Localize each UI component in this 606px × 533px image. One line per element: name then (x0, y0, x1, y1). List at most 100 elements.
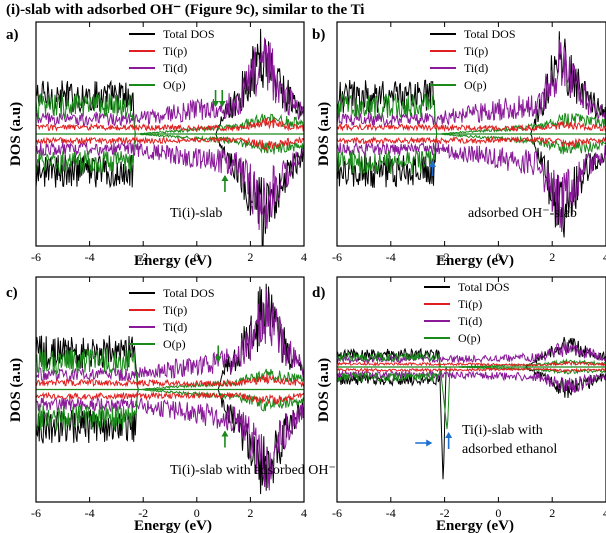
x-tick-label: -4 (85, 506, 95, 520)
arrow-right-icon (415, 439, 433, 447)
x-tick-label: -2 (440, 506, 450, 520)
x-tick-label: -6 (332, 250, 342, 264)
legend-entry: Ti(d) (163, 61, 187, 75)
panel-label: b) (312, 27, 325, 43)
ti-i-slab-with-adsorbed-oh-label: Ti(i)-slab with adsorbed OH⁻ (170, 463, 336, 478)
arrow-up-icon (428, 161, 436, 176)
axes-frame (336, 21, 606, 247)
x-tick-label: 2 (247, 250, 253, 264)
series-o-p--up (36, 93, 304, 135)
legend-entry: Total DOS (163, 27, 215, 41)
adsorbed-oh-slab-label: adsorbed OH⁻-slab (468, 206, 577, 221)
y-axis-label: DOS (a.u) (316, 102, 332, 166)
x-tick-label: -6 (332, 506, 342, 520)
legend-entry: Total DOS (163, 286, 215, 300)
series-ti-p--down (337, 135, 606, 149)
series-ti-p--up (337, 121, 606, 133)
legend: Total DOS Ti(p) Ti(d) O(p) (430, 27, 516, 92)
legend: Total DOS Ti(p) Ti(d) O(p) (424, 280, 510, 345)
series-ti-d--up (36, 289, 304, 383)
ti-i-slab-with-adsorbed-ethanol-label: Ti(i)-slab with (462, 423, 543, 438)
legend-entry: Total DOS (458, 280, 510, 294)
x-tick-label: 4 (603, 506, 606, 520)
series-ti-d--down (36, 141, 304, 231)
series-ti-d--down (337, 140, 606, 233)
legend-entry: O(p) (163, 337, 186, 351)
x-tick-label: -4 (85, 250, 95, 264)
panel-label: d) (312, 285, 325, 301)
legend-entry: Ti(d) (163, 320, 187, 334)
x-tick-label: -4 (386, 506, 396, 520)
x-axis-label: Energy (eV) (134, 518, 212, 533)
series-ti-p--up (337, 360, 606, 368)
plot-area (337, 336, 606, 480)
series-ti-p--down (36, 135, 304, 152)
legend-entry: Ti(d) (464, 61, 488, 75)
dos-panel-b: -6 -4 -2 0 2 4 Energy (eV) DOS (a.u) b) Total DOS… (312, 21, 606, 269)
legend-entry: Ti(p) (163, 303, 187, 317)
legend: Total DOS Ti(p) Ti(d) O(p) (129, 27, 215, 92)
series-ti-d--up (337, 341, 606, 365)
y-axis-label: DOS (a.u) (316, 358, 332, 422)
plot-area (36, 283, 304, 495)
x-tick-label: -2 (138, 250, 148, 264)
series-ti-d--up (36, 37, 304, 128)
x-axis-label: Energy (eV) (436, 253, 514, 269)
x-tick-label: 0 (495, 506, 501, 520)
series-ti-p--up (36, 117, 304, 133)
ti-i-slab-with-adsorbed-ethanol-label: adsorbed ethanol (462, 442, 557, 457)
panel-label: a) (6, 27, 19, 43)
x-tick-label: 0 (495, 250, 501, 264)
axes-frame (336, 276, 606, 503)
x-tick-label: -4 (386, 250, 396, 264)
axes-frame (35, 276, 305, 503)
series-o-p--up (337, 93, 606, 135)
series-o-p--down (36, 133, 304, 175)
x-tick-label: 4 (603, 250, 606, 264)
arrow-up-icon (221, 175, 229, 192)
series-ti-d--down (337, 369, 606, 393)
x-tick-label: -6 (31, 250, 41, 264)
series-o-p--down (36, 389, 304, 431)
x-tick-label: -2 (138, 506, 148, 520)
legend-entry: Ti(p) (464, 44, 488, 58)
plot-area (36, 28, 304, 246)
dos-panel-d: -6 -4 -2 0 2 4 Energy (eV) DOS (a.u) d) Total DOS… (312, 276, 606, 533)
dos-panel-a: -6 -4 -2 0 2 4 Energy (eV) DOS (a.u) a) Total DOS… (6, 21, 307, 269)
plot-area (337, 31, 606, 238)
x-tick-label: 0 (194, 506, 200, 520)
panel-label: c) (6, 285, 18, 301)
series-ti-p--up (36, 373, 304, 389)
legend-entry: O(p) (458, 331, 481, 345)
x-tick-label: -2 (440, 250, 450, 264)
legend-entry: Ti(p) (163, 44, 187, 58)
axes-frame (35, 21, 305, 247)
arrow-down-icon (218, 90, 226, 107)
legend-entry: Ti(d) (458, 314, 482, 328)
series-o-p--up (36, 348, 304, 390)
y-axis-label: DOS (a.u) (8, 102, 24, 166)
arrow-down-icon (212, 90, 220, 107)
x-tick-label: -6 (31, 506, 41, 520)
arrow-up-icon (221, 430, 229, 448)
legend-entry: Ti(p) (458, 297, 482, 311)
series-o-p--down (337, 133, 606, 175)
legend-entry: Total DOS (464, 27, 516, 41)
y-axis-label: DOS (a.u) (8, 358, 24, 422)
panels: -6 -4 -2 0 2 4 Energy (eV) DOS (a.u) a) Total DOS… (6, 21, 606, 533)
ti-i-slab-label: Ti(i)-slab (170, 206, 222, 221)
series-ti-p--down (337, 367, 606, 374)
legend: Total DOS Ti(p) Ti(d) O(p) (129, 286, 215, 351)
x-tick-label: 2 (247, 506, 253, 520)
arrow-up-icon (445, 432, 453, 449)
dos-panel-c: -6 -4 -2 0 2 4 Energy (eV) DOS (a.u) c) Total DOS… (6, 276, 336, 533)
x-tick-label: 2 (549, 506, 555, 520)
legend-entry: O(p) (464, 78, 487, 92)
arrow-down-icon (214, 345, 222, 363)
x-axis-label: Energy (eV) (134, 253, 212, 269)
x-axis-label: Energy (eV) (436, 518, 514, 533)
legend-entry: O(p) (163, 78, 186, 92)
x-tick-label: 4 (301, 250, 307, 264)
x-tick-label: 0 (194, 250, 200, 264)
